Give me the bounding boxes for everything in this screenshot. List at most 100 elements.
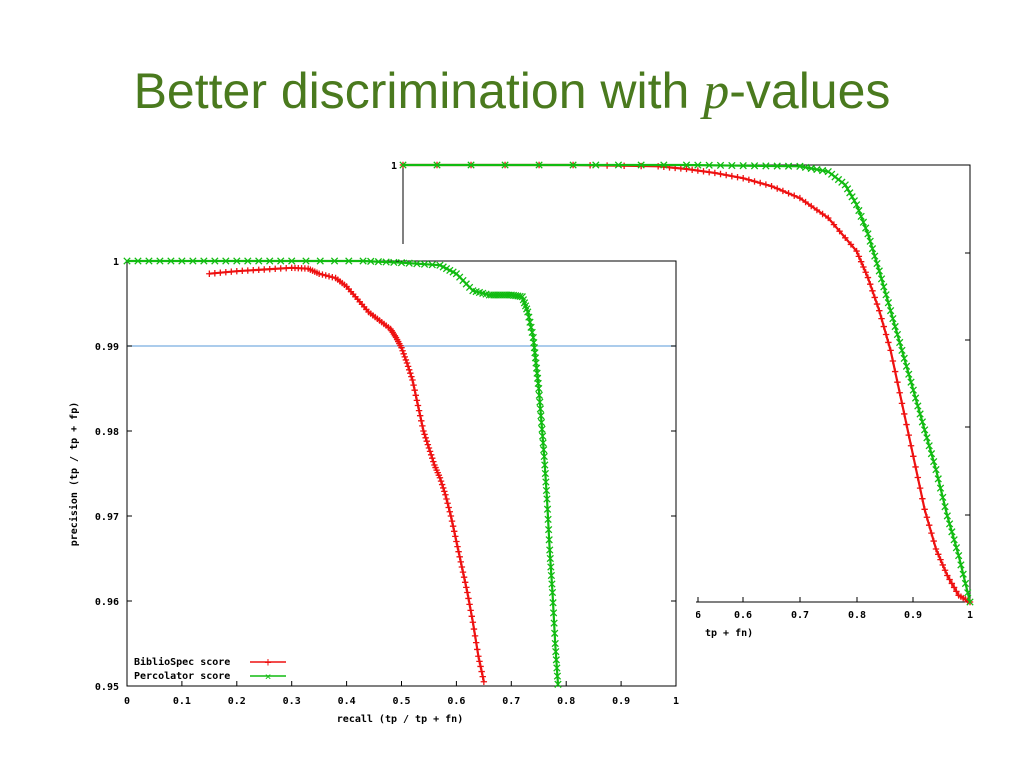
back-green-series-marker xyxy=(796,162,804,170)
back-red-series-marker xyxy=(857,258,865,265)
percolator-series-marker xyxy=(359,257,367,265)
back-red-series-marker xyxy=(791,192,798,199)
back-red-series-marker xyxy=(914,474,922,481)
back-green-series-marker xyxy=(939,493,947,502)
biblio-series-marker xyxy=(437,477,445,485)
back-red-series-marker xyxy=(882,331,890,338)
biblio-series-marker xyxy=(477,663,484,670)
title-italic-p: p xyxy=(703,63,730,120)
back-red-series-marker xyxy=(916,484,924,492)
x-tick-label: 0.4 xyxy=(338,696,356,707)
percolator-series-marker xyxy=(397,259,406,267)
percolator-series-marker xyxy=(538,432,547,440)
back-green-series-marker xyxy=(918,418,927,426)
back-green-series-marker xyxy=(750,162,759,170)
biblio-series-marker xyxy=(415,407,423,414)
percolator-series-marker xyxy=(541,461,549,469)
back-green-series-marker xyxy=(841,181,849,189)
biblio-series-marker xyxy=(441,488,448,495)
back-green-series-marker xyxy=(399,161,407,169)
percolator-series-marker xyxy=(277,257,285,265)
percolator-series-marker xyxy=(541,469,549,478)
percolator-series-marker xyxy=(200,257,208,265)
biblio-series-marker xyxy=(244,267,251,274)
biblio-series-marker xyxy=(452,533,459,540)
back-green-series-marker xyxy=(966,598,974,606)
chart-legend: BiblioSpec score + Percolator score × xyxy=(134,655,286,683)
y-tick-label: 0.97 xyxy=(95,512,119,523)
percolator-series-marker xyxy=(233,257,241,265)
back-red-series-marker xyxy=(953,588,960,595)
back-red-series-marker xyxy=(905,431,912,439)
back-red-series-marker xyxy=(871,294,878,301)
back-red-series-marker xyxy=(711,169,719,177)
back-green-series-marker xyxy=(936,484,945,492)
percolator-series-marker xyxy=(345,257,353,265)
back-red-series-marker xyxy=(830,221,838,228)
x-tick-label: 1 xyxy=(673,696,679,707)
y-tick-label: 0.98 xyxy=(95,427,119,438)
back-green-series-marker xyxy=(682,161,691,169)
y-tick-label: 0.95 xyxy=(95,682,119,693)
back-red-series-marker xyxy=(762,181,770,188)
percolator-series-marker xyxy=(552,656,560,664)
biblio-series-marker xyxy=(478,668,485,675)
percolator-series-marker xyxy=(547,563,555,571)
back-green-series-marker xyxy=(592,161,600,169)
percolator-series-marker xyxy=(553,664,561,672)
back-green-series-marker xyxy=(569,161,577,169)
y-tick-label: 0.99 xyxy=(95,342,119,353)
back-green-series-marker xyxy=(927,450,936,458)
back-green-series-marker xyxy=(957,561,965,569)
biblio-series-marker xyxy=(206,270,213,277)
biblio-series-marker xyxy=(446,508,454,515)
back-red-series-marker xyxy=(825,214,832,222)
back-red-series-marker xyxy=(813,206,821,214)
back-red-series-marker xyxy=(923,514,931,521)
x-tick-label: 0.3 xyxy=(283,696,301,707)
biblio-series-marker xyxy=(429,455,436,462)
front-chart: 0 0.1 0.2 0.3 0.4 0.5 0.6 0.7 0.8 0.9 1 0.95 0.96 0.9… xyxy=(62,244,696,732)
legend-marker-percolator: × xyxy=(265,670,272,683)
back-red-series-marker xyxy=(950,584,958,591)
biblio-series-marker xyxy=(266,265,273,273)
percolator-series-marker xyxy=(428,261,436,269)
biblio-series-marker xyxy=(442,491,449,498)
percolator-series-marker xyxy=(145,257,153,265)
back-red-series-marker xyxy=(677,165,685,172)
biblio-series-marker xyxy=(457,558,464,566)
back-x-tick-label: 0.6 xyxy=(734,610,752,621)
biblio-series-marker xyxy=(239,267,246,275)
percolator-series-marker xyxy=(330,257,339,265)
back-green-series-marker xyxy=(898,346,906,355)
biblio-series-marker xyxy=(425,444,433,452)
biblio-series-marker xyxy=(403,359,411,367)
percolator-series-marker xyxy=(167,257,175,265)
biblio-series-marker xyxy=(414,402,422,409)
biblio-series-marker xyxy=(444,500,451,507)
percolator-series-marker xyxy=(540,446,548,454)
back-red-series-marker xyxy=(796,194,804,202)
back-green-series-marker xyxy=(848,193,856,201)
percolator-series-marker xyxy=(550,619,558,627)
biblio-series-marker xyxy=(413,397,421,404)
y-tick-label: 0.96 xyxy=(95,597,119,608)
back-red-series-marker xyxy=(683,165,690,173)
percolator-series-marker xyxy=(543,505,552,513)
biblio-series-marker xyxy=(418,417,425,424)
back-green-series-marker xyxy=(893,330,902,339)
biblio-series-marker xyxy=(399,347,406,354)
biblio-series-marker xyxy=(329,273,336,281)
biblio-series-marker xyxy=(458,563,466,571)
percolator-series-marker xyxy=(537,412,545,420)
biblio-series-marker xyxy=(400,350,407,358)
back-green-series-marker xyxy=(882,291,890,299)
back-green-series-marker xyxy=(818,166,827,175)
percolator-series-marker xyxy=(382,258,390,266)
biblio-series-marker xyxy=(426,448,434,455)
biblio-series-marker xyxy=(461,579,469,586)
back-red-series-marker xyxy=(894,378,901,386)
percolator-series-marker xyxy=(548,580,556,588)
back-red-series-marker xyxy=(901,410,908,418)
biblio-series-marker xyxy=(410,381,417,389)
